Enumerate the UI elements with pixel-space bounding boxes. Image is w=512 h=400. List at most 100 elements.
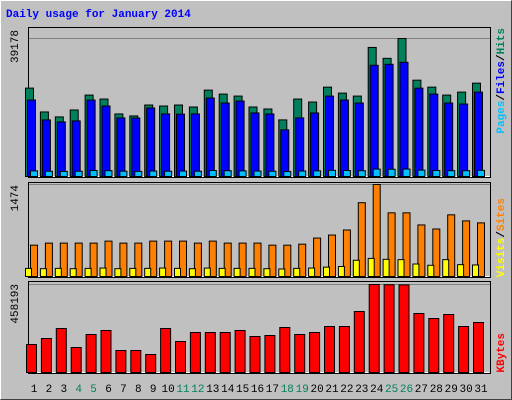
bar xyxy=(474,91,483,177)
bar xyxy=(264,334,276,374)
bar xyxy=(74,170,83,177)
bar xyxy=(175,340,186,374)
bar xyxy=(417,224,426,278)
legend-entry: Hits xyxy=(496,28,508,54)
bar xyxy=(477,222,485,277)
bar xyxy=(323,266,330,278)
bar xyxy=(85,333,97,373)
bar xyxy=(250,112,260,178)
bar xyxy=(134,170,143,178)
legend-entry: Visits xyxy=(496,238,508,278)
x-tick-label: 14 xyxy=(221,384,235,396)
x-tick-label: 5 xyxy=(90,384,97,396)
bar xyxy=(223,242,232,277)
bar xyxy=(193,242,202,277)
bar xyxy=(310,112,320,178)
bar xyxy=(357,170,366,177)
bar xyxy=(339,99,349,177)
bar xyxy=(40,337,52,373)
bar xyxy=(55,327,67,374)
x-tick-label: 21 xyxy=(325,384,339,396)
bar xyxy=(234,329,246,374)
bar xyxy=(30,244,38,277)
bar xyxy=(101,105,111,177)
x-tick-label: 24 xyxy=(370,384,384,396)
bar xyxy=(295,117,305,177)
x-tick-label: 9 xyxy=(150,384,157,396)
bar xyxy=(238,170,247,177)
bar xyxy=(130,349,142,374)
bar xyxy=(402,168,411,178)
bar xyxy=(253,170,262,177)
x-tick-label: 25 xyxy=(385,384,398,396)
x-tick-label: 2 xyxy=(46,384,53,396)
bar xyxy=(27,99,36,177)
bar xyxy=(159,267,167,277)
x-tick-label: 11 xyxy=(176,384,190,396)
bar xyxy=(367,257,375,278)
bar xyxy=(54,267,62,277)
bar xyxy=(457,264,465,278)
bar xyxy=(459,103,469,177)
bar xyxy=(116,117,126,177)
bar xyxy=(218,267,226,277)
bar xyxy=(89,170,98,178)
bar xyxy=(188,268,196,277)
bar xyxy=(174,267,181,277)
bar xyxy=(427,264,435,277)
bar xyxy=(372,184,381,277)
bar xyxy=(70,346,82,374)
bar xyxy=(249,335,261,373)
x-tick-label: 13 xyxy=(206,384,219,396)
x-tick-label: 10 xyxy=(161,384,174,396)
bar xyxy=(283,244,292,277)
bar xyxy=(337,266,345,278)
bar xyxy=(472,264,479,277)
legend-separator: / xyxy=(496,231,508,238)
bar xyxy=(429,93,439,177)
bar xyxy=(338,325,350,374)
x-tick-label: 12 xyxy=(191,384,204,396)
bar xyxy=(399,61,409,178)
bar xyxy=(203,267,211,277)
bar xyxy=(328,169,336,178)
y-tick-label: 1474 xyxy=(10,185,22,212)
bar xyxy=(298,170,307,177)
bar xyxy=(293,267,301,277)
bar xyxy=(324,325,335,374)
bar xyxy=(193,170,202,177)
x-tick-label: 23 xyxy=(355,384,368,396)
bar xyxy=(114,268,122,277)
x-tick-label: 30 xyxy=(459,384,472,396)
bar xyxy=(161,113,171,177)
bar xyxy=(268,244,277,277)
bar xyxy=(134,242,143,277)
x-tick-label: 27 xyxy=(415,384,428,396)
bar xyxy=(413,312,425,374)
legend-separator: / xyxy=(496,54,508,61)
bar xyxy=(100,329,112,374)
bar xyxy=(71,120,81,178)
bar xyxy=(402,212,411,278)
bar xyxy=(56,121,66,177)
bar xyxy=(119,242,128,277)
bar xyxy=(280,129,290,178)
bar xyxy=(398,284,410,373)
bar xyxy=(279,326,291,373)
chart-title: Daily usage for January 2014 xyxy=(6,9,191,21)
x-tick-label: 28 xyxy=(430,384,443,396)
bar xyxy=(294,333,306,373)
x-tick-label: 8 xyxy=(135,384,142,396)
bar xyxy=(309,331,321,373)
bar xyxy=(86,99,96,177)
y-tick-label: 39178 xyxy=(10,30,22,63)
bar xyxy=(59,170,68,178)
bar xyxy=(383,284,395,373)
bar xyxy=(412,263,420,278)
bar xyxy=(384,63,394,177)
bar xyxy=(205,97,215,177)
bar xyxy=(352,259,360,277)
bar xyxy=(387,168,396,178)
bar xyxy=(325,95,334,177)
bar xyxy=(308,267,316,277)
